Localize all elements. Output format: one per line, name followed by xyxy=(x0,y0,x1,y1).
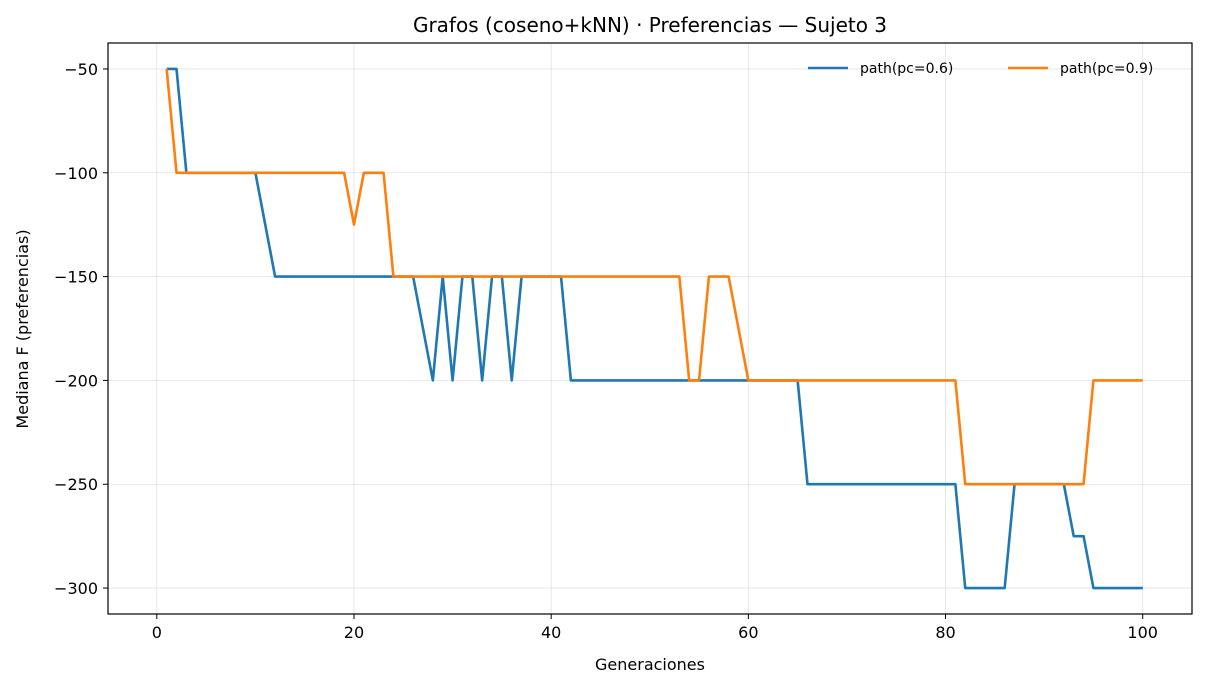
x-tick-label: 100 xyxy=(1127,623,1158,642)
series-lines xyxy=(165,67,1143,590)
y-tick-label: −150 xyxy=(54,268,98,287)
axis-ticks: 0 20 40 60 80 100 −50 −100 −150 −200 −250 −300 xyxy=(54,60,1158,642)
x-axis-label: Generaciones xyxy=(595,655,705,674)
x-tick-label: 0 xyxy=(152,623,162,642)
x-tick-label: 40 xyxy=(541,623,561,642)
x-tick-label: 60 xyxy=(738,623,758,642)
y-axis-label: Mediana F (preferencias) xyxy=(13,229,32,428)
legend: path(pc=0.6) path(pc=0.9) xyxy=(808,61,1153,77)
x-tick-label: 20 xyxy=(344,623,364,642)
plot-frame xyxy=(107,42,1193,615)
legend-label: path(pc=0.6) xyxy=(860,61,953,77)
legend-label: path(pc=0.9) xyxy=(1060,61,1153,77)
x-tick-label: 80 xyxy=(935,623,955,642)
y-tick-label: −100 xyxy=(54,164,98,183)
series-line-2 xyxy=(165,68,1143,486)
y-tick-label: −200 xyxy=(54,371,98,390)
y-tick-label: −50 xyxy=(64,60,98,79)
y-tick-label: −300 xyxy=(54,579,98,598)
y-tick-label: −250 xyxy=(54,475,98,494)
chart-title: Grafos (coseno+kNN) · Preferencias — Suj… xyxy=(413,13,887,37)
